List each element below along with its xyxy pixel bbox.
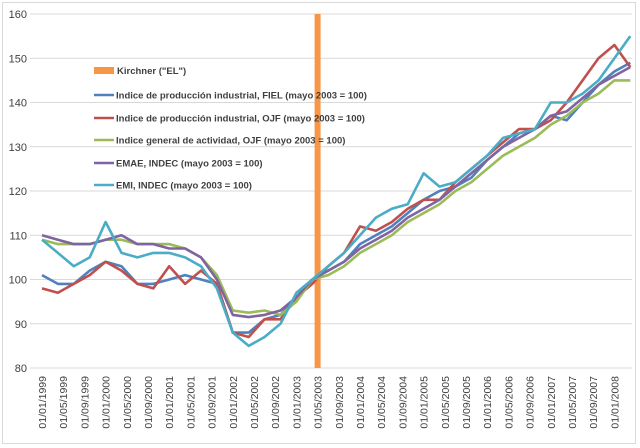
x-tick-label: 01/09/1999 (79, 376, 91, 429)
series-line-5 (41, 35, 632, 348)
y-tick-label: 130 (9, 142, 27, 154)
x-tick-label: 01/05/1999 (58, 376, 70, 429)
y-tick-label: 80 (15, 363, 27, 375)
legend-label-3: Indice general de actividad, OJF (mayo 2… (116, 136, 345, 147)
x-tick-label: 01/01/2007 (546, 376, 558, 429)
y-tick-label: 110 (9, 230, 27, 242)
x-tick-label: 01/09/2000 (143, 376, 155, 429)
legend-swatch-kirchner (94, 67, 114, 74)
x-tick-label: 01/05/2007 (567, 376, 579, 429)
x-tick-label: 01/05/2001 (185, 376, 197, 429)
y-tick-label: 100 (9, 275, 27, 287)
y-tick-label: 140 (9, 98, 27, 110)
x-tick-label: 01/09/2004 (397, 376, 409, 429)
x-tick-label: 01/01/2008 (609, 376, 621, 429)
x-tick-label: 01/05/2006 (503, 376, 515, 429)
x-tick-label: 01/01/2003 (291, 376, 303, 429)
x-tick-label: 01/09/2005 (461, 376, 473, 429)
x-tick-label: 01/05/2002 (249, 376, 261, 429)
x-tick-label: 01/01/2004 (355, 376, 367, 429)
x-tick-label: 01/09/2002 (270, 376, 282, 429)
x-tick-label: 01/05/2000 (122, 376, 134, 429)
chart-frame (2, 2, 636, 444)
legend-label-4: EMAE, INDEC (mayo 2003 = 100) (116, 159, 263, 170)
x-tick-label: 01/09/2003 (334, 376, 346, 429)
x-tick-label: 01/01/2005 (419, 376, 431, 429)
x-tick-label: 01/01/2000 (101, 376, 113, 429)
x-tick-label: 01/01/2001 (164, 376, 176, 429)
x-tick-label: 01/01/1999 (37, 376, 49, 429)
x-tick-label: 01/01/2002 (228, 376, 240, 429)
x-tick-label: 01/05/2004 (376, 376, 388, 429)
legend-label-kirchner: Kirchner ("EL") (117, 66, 186, 77)
y-tick-label: 90 (15, 319, 27, 331)
x-tick-label: 01/01/2006 (482, 376, 494, 429)
x-tick-label: 01/09/2006 (525, 376, 537, 429)
series-line-1 (41, 61, 631, 334)
x-tick-label: 01/09/2007 (588, 376, 600, 429)
x-tick-label: 01/09/2001 (207, 376, 219, 429)
legend-label-5: EMI, INDEC (mayo 2003 = 100) (116, 181, 252, 192)
y-tick-label: 150 (9, 53, 27, 65)
kirchner-marker-bar (314, 14, 321, 368)
legend-label-1: Indice de producción industrial, FIEL (m… (116, 91, 367, 102)
y-tick-label: 120 (9, 186, 27, 198)
x-tick-label: 01/05/2003 (313, 376, 325, 429)
y-tick-label: 160 (9, 9, 27, 21)
x-tick-label: 01/05/2005 (440, 376, 452, 429)
legend-label-2: Indice de producción industrial, OJF (ma… (116, 114, 365, 125)
